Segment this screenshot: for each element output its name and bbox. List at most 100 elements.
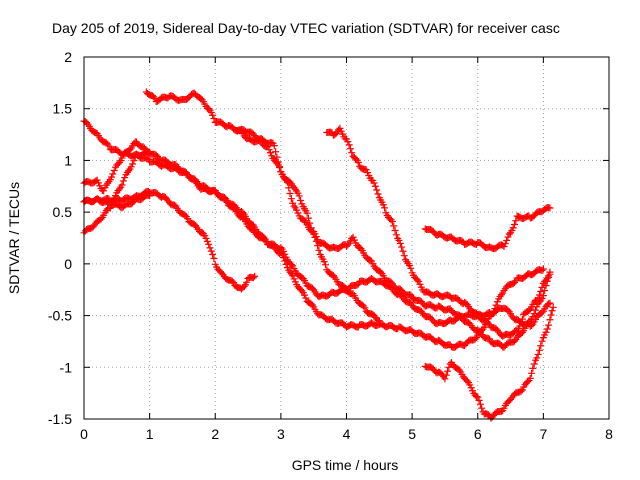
data-point-marker <box>345 141 353 149</box>
data-point-marker <box>306 219 314 227</box>
data-point-marker <box>146 148 154 156</box>
data-point-marker <box>549 303 557 311</box>
data-point-marker <box>108 173 116 181</box>
data-point-marker <box>511 279 518 287</box>
data-point-marker <box>94 179 102 187</box>
data-point-marker <box>505 230 513 238</box>
data-point-marker <box>538 337 546 345</box>
data-point-marker <box>364 169 371 177</box>
series-trace-c <box>80 138 154 195</box>
data-point-marker <box>546 204 554 212</box>
data-point-marker <box>203 237 211 245</box>
data-point-marker <box>110 167 118 175</box>
data-point-marker <box>371 182 379 190</box>
data-point-marker <box>361 304 369 312</box>
data-point-marker <box>484 411 492 419</box>
data-point-marker <box>537 342 545 350</box>
data-point-marker <box>399 247 407 255</box>
data-point-marker <box>416 280 424 288</box>
data-point-marker <box>315 246 323 254</box>
data-point-marker <box>97 215 105 223</box>
data-point-marker <box>532 306 539 314</box>
data-point-marker <box>270 142 278 150</box>
data-point-marker <box>545 321 553 329</box>
data-point-marker <box>504 306 512 314</box>
x-tick-label: 1 <box>146 426 154 442</box>
data-point-marker <box>311 233 319 241</box>
data-point-marker <box>276 163 284 171</box>
data-point-marker <box>475 327 483 335</box>
data-point-marker <box>538 309 546 317</box>
data-point-marker <box>398 243 406 251</box>
data-point-marker <box>509 224 517 232</box>
data-point-marker <box>206 244 214 252</box>
data-point-marker <box>538 266 546 274</box>
x-tick-label: 6 <box>474 426 482 442</box>
data-point-marker <box>407 264 415 272</box>
data-point-marker <box>381 204 389 212</box>
data-point-marker <box>375 317 383 325</box>
data-point-marker <box>546 316 554 324</box>
data-point-marker <box>370 179 378 187</box>
data-point-marker <box>104 179 112 187</box>
y-tick-label: 1.5 <box>53 101 73 117</box>
data-point-marker <box>528 369 536 377</box>
data-point-marker <box>546 299 554 307</box>
data-point-marker <box>230 204 238 212</box>
data-point-marker <box>444 367 452 375</box>
data-point-marker <box>530 360 538 368</box>
data-point-marker <box>290 202 298 210</box>
data-point-marker <box>525 307 533 315</box>
data-point-marker <box>205 105 213 113</box>
data-point-marker <box>497 291 505 299</box>
data-point-marker <box>370 312 378 320</box>
data-point-marker <box>501 240 509 248</box>
data-point-marker <box>277 244 285 252</box>
data-point-marker <box>218 269 226 277</box>
data-point-marker <box>467 384 475 392</box>
data-point-marker <box>249 274 257 282</box>
data-point-marker <box>504 233 512 241</box>
series-trace-b <box>80 117 554 330</box>
data-point-marker <box>348 149 356 157</box>
data-point-marker <box>511 221 518 229</box>
series-trace-h <box>323 124 554 340</box>
data-point-marker <box>503 236 511 244</box>
data-point-marker <box>109 170 117 178</box>
x-tick-label: 2 <box>211 426 219 442</box>
series-trace-i <box>421 204 554 253</box>
data-point-marker <box>529 364 537 372</box>
data-point-marker <box>512 217 520 225</box>
data-point-marker <box>548 307 556 315</box>
data-point-marker <box>529 313 537 321</box>
data-point-marker <box>530 310 538 318</box>
x-tick-label: 4 <box>343 426 351 442</box>
data-point-marker <box>273 153 281 161</box>
data-point-marker <box>539 265 547 273</box>
data-point-marker <box>353 281 361 289</box>
y-axis-title: SDTVAR / TECUs <box>6 182 22 294</box>
data-point-marker <box>518 315 526 323</box>
data-point-marker <box>463 377 471 385</box>
data-point-marker <box>129 160 137 168</box>
x-tick-label: 0 <box>80 426 88 442</box>
data-point-marker <box>471 335 479 343</box>
data-point-marker <box>396 239 404 247</box>
data-point-marker <box>105 142 113 150</box>
x-tick-label: 8 <box>605 426 613 442</box>
data-point-marker <box>374 190 382 198</box>
data-point-marker <box>475 396 483 404</box>
data-point-marker <box>322 261 329 269</box>
data-point-marker <box>373 186 381 194</box>
data-point-marker <box>294 209 302 217</box>
chart-title: Day 205 of 2019, Sidereal Day-to-day VTE… <box>52 20 560 36</box>
data-point-marker <box>210 115 218 123</box>
y-tick-label: -1 <box>60 359 73 375</box>
x-axis-title: GPS time / hours <box>292 457 399 473</box>
axis-ticks: 0 1 2 3 4 5 6 7 8 -1.5 -1 -0.5 0 0.5 1 1.5 2 <box>48 49 613 442</box>
data-point-marker <box>360 302 368 310</box>
x-tick-label: 3 <box>277 426 285 442</box>
data-point-marker <box>205 240 213 248</box>
data-point-marker <box>413 276 421 284</box>
series-trace-j <box>421 303 557 422</box>
